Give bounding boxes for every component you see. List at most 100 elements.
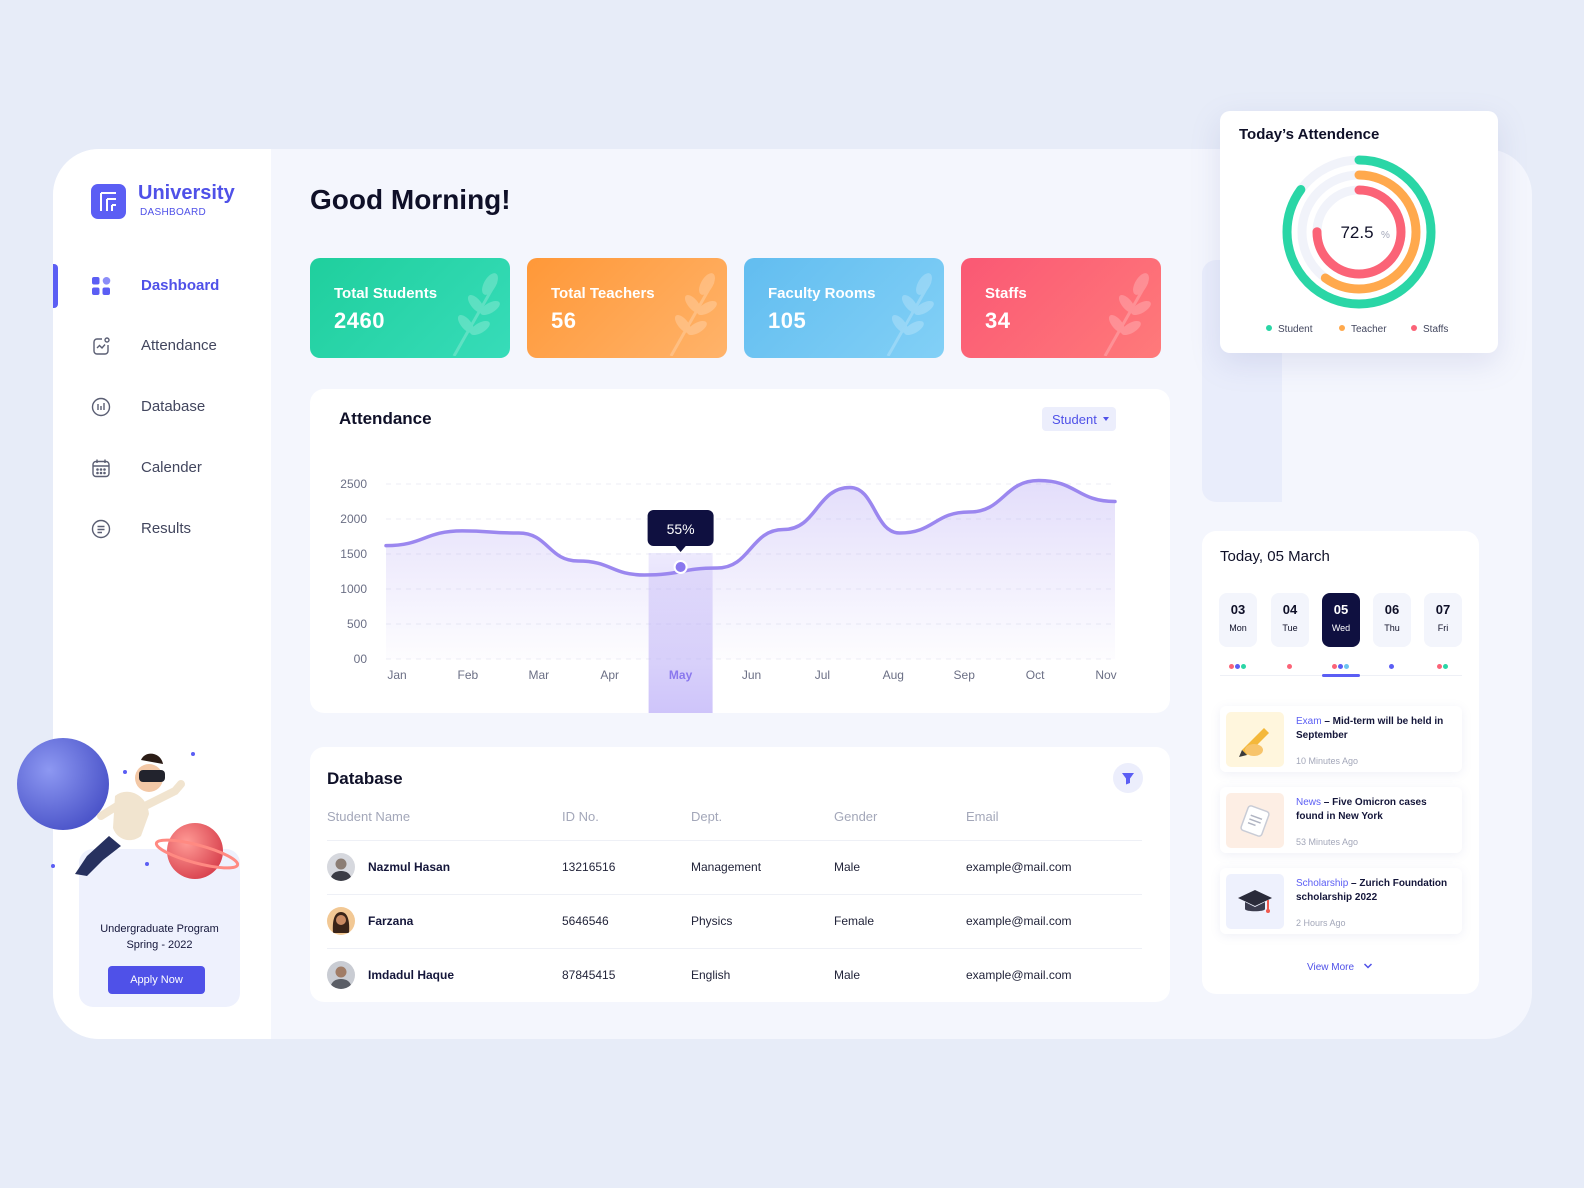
x-tick-label: May — [669, 668, 693, 682]
sidebar-item-attendance[interactable]: Attendance — [53, 322, 271, 370]
day-name: Thu — [1384, 623, 1400, 633]
attendance-filter-dropdown[interactable]: Student — [1042, 407, 1116, 431]
active-indicator — [53, 264, 58, 308]
ring-staffs — [1312, 185, 1406, 279]
filter-icon — [1122, 773, 1134, 785]
news-headline: – Zurich Foundation scholarship 2022 — [1296, 878, 1448, 903]
cell-gender: Female — [834, 914, 875, 928]
sidebar-item-calendar[interactable]: Calender — [53, 444, 271, 492]
today-attendance-card: Today’s Attendence 72.5% Student Teacher… — [1220, 111, 1498, 353]
cell-email: example@mail.com — [966, 968, 1072, 982]
tooltip-label: 55% — [667, 521, 695, 537]
cell-email: example@mail.com — [966, 914, 1072, 928]
legend-dot — [1266, 325, 1272, 331]
writing-hand-icon — [1226, 712, 1284, 767]
x-tick-label: Jun — [742, 668, 761, 682]
cell-gender: Male — [834, 860, 861, 874]
news-category: Scholarship — [1296, 878, 1349, 889]
table-row[interactable]: Nazmul Hasan 13216516 Management Male ex… — [327, 840, 1142, 893]
stat-value: 34 — [985, 308, 1011, 333]
attendance-title: Attendance — [339, 409, 432, 428]
column-header-dept[interactable]: Dept. — [691, 809, 723, 824]
sidebar-item-label: Database — [141, 398, 206, 415]
attendance-donut: 72.5% — [1282, 155, 1436, 309]
event-dot — [1388, 664, 1394, 669]
news-item[interactable]: Scholarship – Zurich Foundation scholars… — [1220, 868, 1462, 934]
cell-id: 87845415 — [562, 968, 616, 982]
event-dot — [1337, 664, 1343, 669]
event-dot — [1442, 664, 1448, 669]
selected-day-underline — [1322, 674, 1360, 677]
stat-card-faculty-rooms[interactable]: Faculty Rooms 105 — [744, 258, 944, 358]
view-more-label: View More — [1307, 962, 1355, 973]
news-category: News — [1296, 797, 1322, 808]
day-cell[interactable]: 03 Mon — [1219, 593, 1257, 647]
column-header-gender[interactable]: Gender — [834, 809, 878, 824]
stat-label: Staffs — [985, 285, 1027, 302]
today-attendance-title: Today’s Attendence — [1239, 126, 1380, 143]
filter-button[interactable] — [1113, 763, 1143, 793]
legend-staffs: Staffs — [1411, 324, 1448, 335]
news-headline: – Five Omicron cases found in New York — [1296, 797, 1427, 822]
x-tick-label: Mar — [528, 668, 549, 682]
ring-student — [1282, 155, 1436, 309]
sidebar-item-results[interactable]: Results — [53, 505, 271, 553]
calendar-title-date: 05 March — [1267, 548, 1330, 565]
day-cell[interactable]: 06 Thu — [1373, 593, 1411, 647]
promo-line-1: Undergraduate Program — [100, 923, 219, 935]
newspaper-icon — [1226, 793, 1284, 848]
caret-down-icon — [1103, 417, 1109, 421]
day-number: 07 — [1435, 602, 1451, 617]
day-cell[interactable]: 07 Fri — [1424, 593, 1462, 647]
sidebar-item-label: Calender — [141, 459, 202, 476]
day-number: 03 — [1230, 602, 1246, 617]
logo-icon — [91, 184, 126, 219]
news-item[interactable]: Exam – Mid-term will be held in Septembe… — [1220, 706, 1462, 772]
database-title: Database — [327, 769, 403, 788]
calendar-title: Today, 05 March — [1220, 548, 1330, 565]
stat-card-staffs[interactable]: Staffs 34 — [961, 258, 1161, 358]
event-dots — [1228, 656, 1246, 669]
x-tick-label: Feb — [458, 668, 479, 682]
legend-student: Student — [1266, 324, 1312, 335]
database-icon — [91, 397, 111, 417]
cell-email: example@mail.com — [966, 860, 1072, 874]
column-header-name[interactable]: Student Name — [327, 809, 411, 824]
cell-dept: Physics — [691, 914, 733, 928]
legend-dot — [1411, 325, 1417, 331]
legend-label: Student — [1278, 324, 1313, 335]
news-time: 53 Minutes Ago — [1296, 837, 1359, 847]
tooltip-box — [647, 510, 714, 546]
stat-card-students[interactable]: Total Students 2460 — [310, 258, 510, 358]
column-header-email[interactable]: Email — [966, 809, 999, 824]
promo-card: Undergraduate Program Spring - 2022 Appl… — [79, 849, 240, 1007]
page-title: Good Morning! — [310, 184, 511, 215]
student-avatar — [327, 961, 355, 989]
legend-label: Teacher — [1351, 324, 1387, 335]
day-cell[interactable]: 04 Tue — [1271, 593, 1309, 647]
attendance-chart: 2500 2000 1500 1000 500 00 Jan Feb Mar Apr May Jun J… — [340, 477, 1117, 713]
news-item[interactable]: News – Five Omicron cases found in New Y… — [1220, 787, 1462, 853]
event-dot — [1228, 664, 1234, 669]
apply-now-button[interactable]: Apply Now — [108, 966, 205, 994]
y-tick-label: 1000 — [340, 582, 367, 596]
news-time: 10 Minutes Ago — [1296, 756, 1359, 766]
day-number: 04 — [1282, 602, 1298, 617]
y-tick-label: 1500 — [340, 547, 367, 561]
table-row[interactable]: Farzana 5646546 Physics Female example@m… — [327, 894, 1142, 947]
sidebar-item-dashboard[interactable]: Dashboard — [53, 262, 271, 310]
sidebar-item-label: Dashboard — [141, 277, 220, 294]
promo-line-2: Spring - 2022 — [126, 939, 193, 951]
sidebar-item-database[interactable]: Database — [53, 383, 271, 431]
column-header-id[interactable]: ID No. — [562, 809, 599, 824]
chevron-down-icon — [1363, 963, 1372, 969]
day-cell-selected[interactable]: 05 Wed — [1322, 593, 1360, 647]
cell-student-name: Imdadul Haque — [368, 968, 455, 982]
brand-title: University — [138, 182, 235, 204]
news-text: Scholarship – Zurich Foundation scholars… — [1296, 877, 1454, 905]
table-row[interactable]: Imdadul Haque 87845415 English Male exam… — [327, 948, 1142, 1001]
view-more-link[interactable]: View More — [1307, 962, 1373, 973]
stat-card-teachers[interactable]: Total Teachers 56 — [527, 258, 727, 358]
student-avatar — [327, 853, 355, 881]
brand-subtitle: DASHBOARD — [140, 207, 207, 218]
